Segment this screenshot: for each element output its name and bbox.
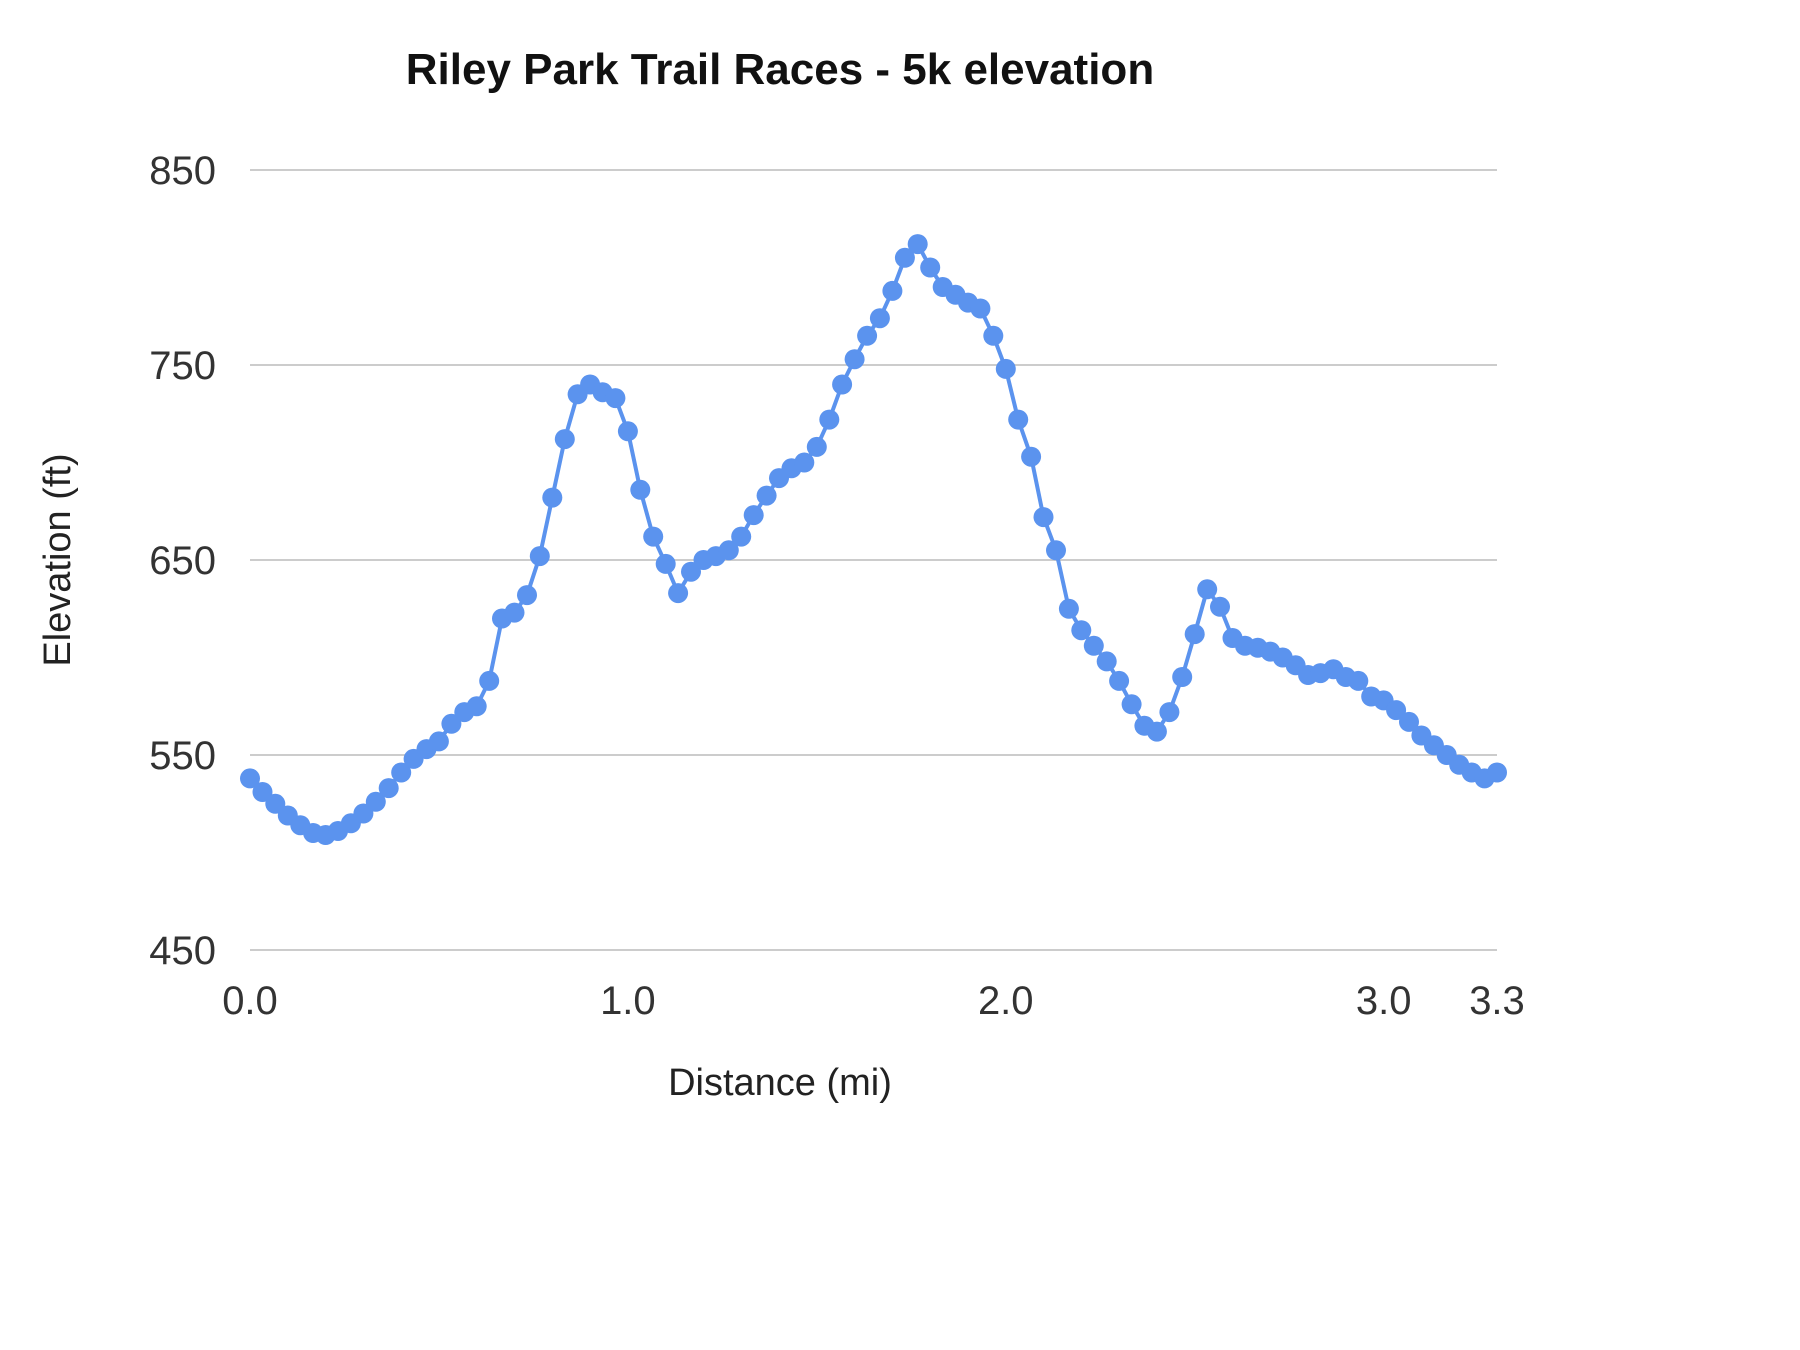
data-point-marker <box>894 247 915 268</box>
data-point-marker <box>970 298 991 319</box>
data-point-marker <box>617 421 638 442</box>
data-point-marker <box>1399 711 1419 732</box>
data-point-marker <box>920 257 941 278</box>
y-tick-label: 550 <box>149 734 216 778</box>
data-point-marker <box>479 670 500 691</box>
x-tick-label: 3.3 <box>1469 979 1525 1023</box>
data-point-marker <box>731 526 752 547</box>
data-point-marker <box>504 602 525 623</box>
data-point-marker <box>466 696 487 717</box>
data-point-marker <box>1146 721 1167 742</box>
data-point-marker <box>1083 635 1104 656</box>
data-point-marker <box>857 325 878 346</box>
data-point-marker <box>529 546 550 567</box>
data-point-marker <box>428 731 449 752</box>
data-point-marker <box>252 782 273 802</box>
data-point-marker <box>718 540 739 561</box>
x-axis-title: Distance (mi) <box>668 1062 892 1104</box>
data-point-marker <box>819 409 840 430</box>
data-point-marker <box>240 768 260 789</box>
data-point-marker <box>1197 579 1218 600</box>
data-point-marker <box>806 436 827 457</box>
data-point-marker <box>983 325 1004 346</box>
x-tick-label: 2.0 <box>978 979 1034 1023</box>
y-tick-label: 450 <box>149 929 216 973</box>
data-point-marker <box>1210 596 1230 617</box>
data-point-marker <box>605 388 626 409</box>
chart-title: Riley Park Trail Races - 5k elevation <box>406 45 1154 94</box>
data-point-marker <box>1159 702 1180 723</box>
data-point-marker <box>378 778 399 799</box>
data-point-marker <box>1096 651 1117 672</box>
data-point-marker <box>1021 446 1042 467</box>
data-point-marker <box>554 429 575 450</box>
data-point-marker <box>756 485 777 506</box>
data-point-marker <box>1033 507 1054 528</box>
x-tick-label: 3.0 <box>1356 979 1412 1023</box>
y-tick-label: 750 <box>149 344 216 388</box>
data-point-marker <box>1184 624 1205 645</box>
x-tick-labels: 0.0 1.0 2.0 3.0 3.3 <box>222 979 1525 1023</box>
data-point-marker <box>794 452 815 473</box>
data-point-marker <box>1046 540 1066 561</box>
data-point-marker <box>1386 700 1407 721</box>
data-point-marker <box>1008 409 1029 430</box>
data-point-marker <box>869 308 890 329</box>
data-point-marker <box>1121 694 1142 715</box>
data-point-marker <box>882 280 903 301</box>
data-point-marker <box>844 349 865 370</box>
data-point-marker <box>517 585 537 606</box>
y-gridlines <box>250 169 1497 951</box>
data-point-marker <box>265 793 286 814</box>
data-point-marker <box>668 583 689 604</box>
data-point-marker <box>441 713 462 734</box>
y-tick-label: 850 <box>149 149 216 193</box>
data-point-marker <box>1109 670 1130 691</box>
data-point-marker <box>743 505 764 526</box>
data-point-marker <box>630 479 651 500</box>
data-point-marker <box>655 553 676 574</box>
y-axis-title: Elevation (ft) <box>37 453 79 666</box>
data-point-marker <box>995 358 1016 379</box>
data-point-marker <box>365 791 386 812</box>
data-point-marker <box>1172 667 1193 687</box>
data-point-marker <box>1348 670 1369 691</box>
series-points <box>240 234 1507 845</box>
data-point-marker <box>1487 762 1507 783</box>
data-point-marker <box>681 561 701 582</box>
data-point-marker <box>542 487 563 508</box>
x-tick-label: 0.0 <box>222 979 278 1023</box>
x-tick-label: 1.0 <box>600 979 656 1023</box>
data-point-marker <box>391 762 412 783</box>
data-point-marker <box>832 374 853 395</box>
y-tick-labels: 450 550 650 750 850 <box>149 149 216 973</box>
data-point-marker <box>643 526 664 547</box>
y-tick-label: 650 <box>149 539 216 583</box>
data-point-marker <box>1058 598 1079 619</box>
data-point-marker <box>1071 620 1092 641</box>
data-point-marker <box>907 234 928 255</box>
